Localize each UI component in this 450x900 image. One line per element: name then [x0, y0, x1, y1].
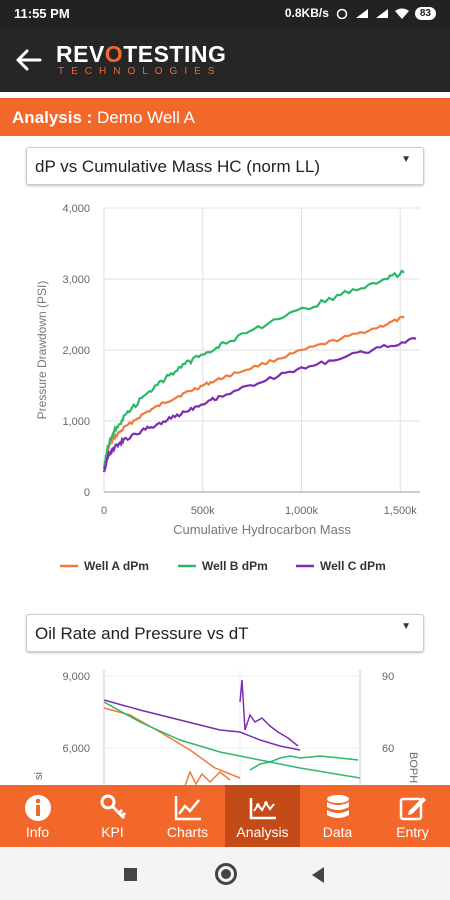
tab-info-label: Info	[25, 824, 50, 840]
wifi-icon	[394, 8, 409, 19]
dp-vs-mass-chart: 0 1,000 2,000 3,000 4,000 0 500k 1,000k 1,500k Cu…	[35, 203, 420, 573]
trace-well-c	[103, 699, 301, 751]
signal-icon-2	[375, 8, 388, 18]
battery-badge: 83	[414, 6, 436, 20]
tab-analysis[interactable]: Analysis	[225, 785, 300, 847]
y-tick-label: 1,000	[62, 416, 90, 428]
key-icon	[100, 794, 126, 820]
trace-well-c-spike	[239, 679, 299, 747]
y-tick-label: 4,000	[62, 203, 90, 215]
y-axis-title: Pressure Drawdown (PSI)	[35, 281, 49, 420]
trace-well-a-noisy	[184, 770, 231, 787]
y-tick-label-right: 60	[382, 743, 394, 755]
bottom-tab-bar: Info KPI Charts Analysis Data Entry	[0, 785, 450, 847]
alarm-icon	[336, 8, 348, 19]
y-tick-label: 2,000	[62, 345, 90, 357]
status-time: 11:55 PM	[14, 6, 70, 21]
x-tick-label: 500k	[191, 505, 215, 517]
series-line-well-b	[102, 269, 405, 470]
info-icon	[24, 795, 51, 821]
line-chart-icon	[174, 796, 201, 821]
status-icons: 0.8KB/s 83	[285, 6, 436, 20]
edit-icon	[399, 797, 426, 821]
recents-button[interactable]	[124, 868, 137, 881]
tab-charts[interactable]: Charts	[150, 785, 225, 847]
tab-entry[interactable]: Entry	[375, 785, 450, 847]
oil-rate-pressure-chart: 6,000 9,000 60 90 BOPH si	[33, 670, 419, 790]
dropdown-caret-icon-2: ▼	[401, 621, 411, 632]
tab-charts-label: Charts	[166, 824, 209, 840]
trace-well-b	[103, 701, 361, 779]
analysis-icon	[249, 798, 276, 820]
y-tick-label-right: 90	[382, 671, 394, 683]
legend-label: Well C dPm	[320, 559, 386, 573]
signal-icon	[355, 8, 368, 18]
app-header: REVOTESTING TECHNOLOGIES	[0, 28, 450, 92]
trace-well-b-noisy	[249, 755, 359, 771]
tab-data[interactable]: Data	[300, 785, 375, 847]
home-button[interactable]	[215, 863, 237, 885]
system-back-button[interactable]	[312, 867, 324, 883]
y-axis-title-left: si	[33, 772, 45, 780]
y-axis-title-right: BOPH	[407, 752, 419, 783]
series-line-well-a	[102, 315, 405, 469]
x-tick-label: 1,500k	[384, 505, 418, 517]
series-line-well-c	[102, 336, 417, 473]
chart-select-1-value: dP vs Cumulative Mass HC (norm LL)	[35, 157, 320, 176]
tab-data-label: Data	[322, 824, 353, 840]
x-axis-title: Cumulative Hydrocarbon Mass	[173, 522, 351, 537]
y-tick-label-left: 6,000	[62, 743, 90, 755]
tab-kpi[interactable]: KPI	[75, 785, 150, 847]
dropdown-caret-icon: ▼	[401, 154, 411, 165]
tab-info[interactable]: Info	[0, 785, 75, 847]
system-nav-bar	[0, 847, 450, 900]
back-arrow-icon[interactable]	[14, 48, 42, 72]
y-tick-label: 3,000	[62, 274, 90, 286]
chart-select-2[interactable]: Oil Rate and Pressure vs dT ▼	[26, 614, 424, 652]
tab-entry-label: Entry	[396, 824, 429, 840]
network-speed: 0.8KB/s	[284, 6, 329, 20]
legend-label: Well B dPm	[202, 559, 268, 573]
x-tick-label: 1,000k	[285, 505, 319, 517]
tab-analysis-label: Analysis	[236, 824, 289, 840]
chart-select-1[interactable]: dP vs Cumulative Mass HC (norm LL) ▼	[26, 147, 424, 185]
y-tick-label: 0	[84, 487, 90, 499]
analysis-title-bar: Analysis : Demo Well A	[0, 98, 450, 136]
tab-kpi-label: KPI	[101, 824, 124, 840]
chart-select-2-value: Oil Rate and Pressure vs dT	[35, 624, 249, 643]
brand-logo: REVOTESTING TECHNOLOGIES	[56, 41, 227, 77]
x-tick-label: 0	[101, 505, 107, 517]
status-bar: 11:55 PM 0.8KB/s 83	[0, 0, 450, 28]
analysis-label: Analysis :	[12, 108, 93, 127]
y-tick-label-left: 9,000	[62, 671, 90, 683]
well-name: Demo Well A	[97, 108, 195, 127]
legend-label: Well A dPm	[84, 559, 149, 573]
database-icon	[326, 795, 349, 818]
